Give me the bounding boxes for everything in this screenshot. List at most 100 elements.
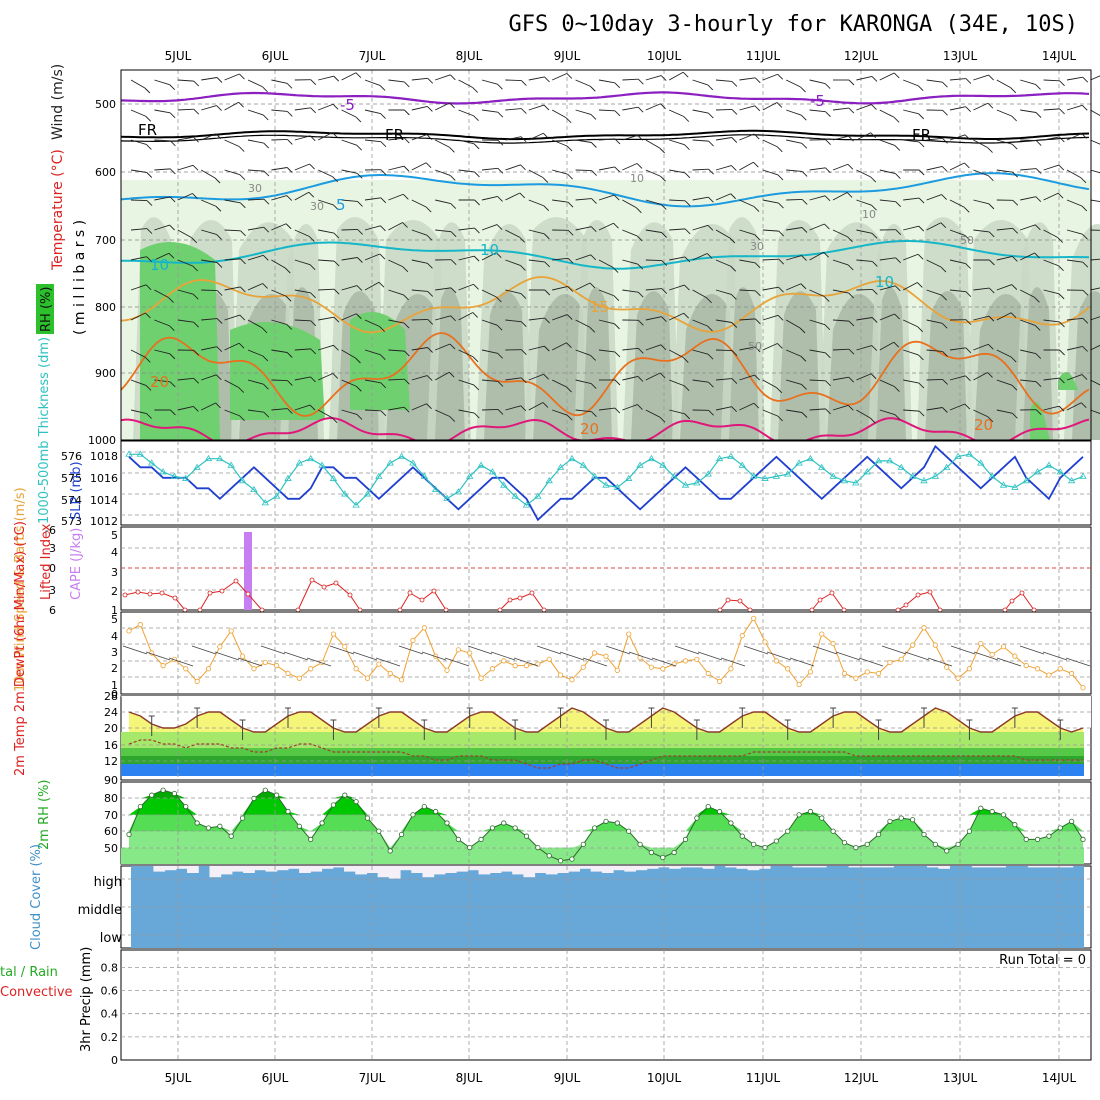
wind-barb-flag <box>613 194 620 201</box>
wind-barb <box>201 105 217 111</box>
wind-barb-flag <box>731 406 737 412</box>
wind-barb-flag <box>637 291 644 298</box>
contour-label: 10 <box>630 172 644 185</box>
wind-barb-flag <box>239 286 246 293</box>
wind-barb-flag <box>661 316 667 322</box>
wind-barb-flag <box>591 411 597 417</box>
wind-barb-flag <box>778 258 785 265</box>
ylabel-cape: CAPE (J/kg) <box>69 528 84 600</box>
wind-speed-line-point <box>978 640 984 647</box>
wind-barb <box>224 229 241 232</box>
rh2m-line-point <box>557 858 564 864</box>
wind-barb-flag <box>1010 312 1017 319</box>
tick-cape: 1 <box>111 604 118 617</box>
tick-wind: 0 <box>111 688 118 701</box>
lifted-index-point <box>497 607 503 613</box>
tick-upper: 700 <box>95 234 116 247</box>
wind-speed-line-point <box>1046 672 1052 678</box>
wind-barb <box>879 139 895 146</box>
wind-barb <box>598 319 615 325</box>
rh-legend-swatch <box>36 284 54 334</box>
wind-barb <box>856 373 872 381</box>
wind-barb <box>528 345 545 351</box>
wind-barb <box>762 286 779 291</box>
wind-barb-flag <box>637 263 644 270</box>
wind-speed-line-point <box>955 675 961 681</box>
wind-barb <box>973 315 990 321</box>
wind-grid <box>121 612 1091 694</box>
cloud-bar-clear <box>344 866 356 872</box>
wind-barb-flag <box>286 83 293 89</box>
wind-speed-line-point <box>523 663 530 669</box>
wind-barb-flag <box>1081 374 1088 380</box>
wind-barb <box>364 79 381 86</box>
wind-barb <box>786 227 803 231</box>
date-label-top: 9JUL <box>554 49 581 63</box>
rh2m-line-point <box>694 815 700 821</box>
wind-barb-flag <box>708 168 714 175</box>
wind-barb-flag <box>449 343 456 350</box>
wind-barb <box>154 79 170 86</box>
rh2m-line-point <box>1057 825 1063 831</box>
wind-barb-flag <box>239 73 245 80</box>
wind-barb <box>505 229 520 238</box>
rh-band-dark <box>1023 287 1053 440</box>
wind-barb-flag <box>356 313 362 320</box>
thickness-line-point <box>772 472 781 479</box>
wind-barb <box>809 289 825 297</box>
date-label-top: 13JUL <box>943 49 978 63</box>
wind-barb <box>949 347 966 351</box>
wind-speed-line-point <box>728 666 734 672</box>
wind-barb <box>1020 196 1036 201</box>
lifted-index-point <box>347 592 353 598</box>
wind-barb-flag <box>310 79 317 86</box>
cloud-bar-clear <box>792 866 805 868</box>
wind-barb-flag <box>215 133 222 140</box>
tick-precip: 0.6 <box>101 985 119 998</box>
rh2m-line-point <box>523 833 530 839</box>
rh2m-line-point <box>160 787 166 793</box>
thickness-line-point <box>148 459 156 466</box>
cloud-bar-clear <box>478 866 491 875</box>
rh2m-line-point <box>296 823 302 829</box>
wind-barb-flag <box>965 78 972 84</box>
wind-barb <box>318 316 335 321</box>
wind-barb <box>1066 169 1082 179</box>
wind-barb-flag <box>942 81 948 88</box>
tick-upper: 600 <box>95 166 116 179</box>
wind-barb <box>481 349 498 354</box>
wind-speed-line-point <box>716 678 723 684</box>
wind-barb <box>411 318 428 321</box>
thickness-line-point <box>329 474 338 481</box>
wind-barb <box>224 139 240 147</box>
wind-barb <box>154 319 170 327</box>
wind-barb-flag <box>449 175 456 181</box>
date-label-top: 14JUL <box>1042 49 1077 63</box>
wind-barb-flag <box>379 85 386 91</box>
wind-barb <box>598 79 615 84</box>
wind-barb-flag <box>590 114 597 120</box>
wind-speed-line-point <box>592 650 598 656</box>
wind-barb-10m <box>536 645 562 655</box>
wind-barb <box>645 372 661 381</box>
wind-barb <box>622 229 638 237</box>
wind-barb-flag <box>942 351 948 357</box>
wind-barb-flag <box>706 253 713 259</box>
thickness-line-point <box>522 501 531 508</box>
wind-barb <box>856 169 871 178</box>
wind-barb-10m <box>605 645 631 655</box>
wind-barb <box>388 319 405 324</box>
wind-barb-flag <box>1035 168 1042 174</box>
wind-barb <box>411 134 427 141</box>
wind-barb-flag <box>636 163 643 169</box>
rh2m-line-point <box>183 803 189 810</box>
wind-barb-flag <box>473 255 480 262</box>
wind-barb-flag <box>332 176 339 183</box>
wind-barb-flag <box>1082 76 1089 83</box>
rh-band-dark <box>533 294 587 440</box>
wind-barb-flag <box>310 348 317 355</box>
rh2m-line-point <box>478 836 484 843</box>
cloud-bar-clear <box>579 866 592 869</box>
rh2m-line-point <box>319 820 325 826</box>
date-label-top: 8JUL <box>456 49 483 63</box>
